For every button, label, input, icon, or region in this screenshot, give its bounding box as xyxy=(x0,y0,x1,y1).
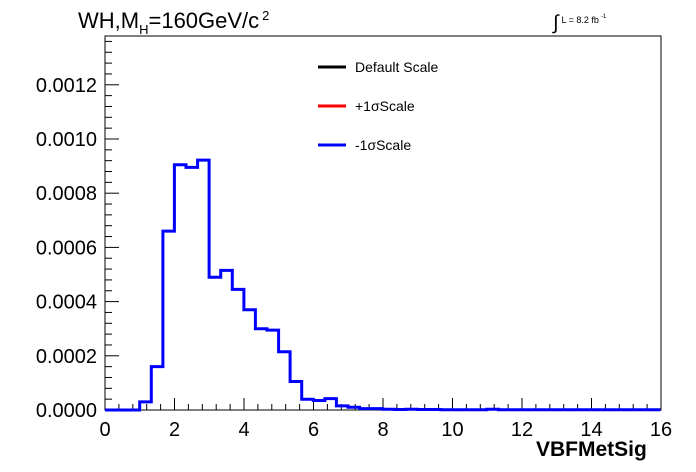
y-tick-label: 0.0002 xyxy=(36,346,97,368)
x-tick-label: 14 xyxy=(580,419,602,441)
y-tick-label: 0.0000 xyxy=(36,400,97,422)
legend-label: -1σScale xyxy=(355,137,411,153)
legend-label: Default Scale xyxy=(355,59,438,75)
y-tick-label: 0.0004 xyxy=(36,292,97,314)
luminosity-exponent: -1 xyxy=(600,14,607,20)
title-subscript: H xyxy=(139,22,149,37)
x-tick-label: 4 xyxy=(238,419,249,441)
y-tick-label: 0.0008 xyxy=(36,183,97,205)
title-superscript: 2 xyxy=(262,8,270,23)
y-tick-label: 0.0012 xyxy=(36,75,97,97)
luminosity-text: L = 8.2 fb xyxy=(561,15,599,25)
legend-label: +1σScale xyxy=(355,98,415,114)
x-tick-label: 2 xyxy=(169,419,180,441)
title-rest: =160GeV/c xyxy=(148,8,260,33)
title-prefix: WH,M xyxy=(78,8,140,33)
integral-symbol: ∫ xyxy=(553,12,559,34)
x-tick-label: 0 xyxy=(99,419,110,441)
x-tick-label: 10 xyxy=(441,419,463,441)
x-axis-label: VBFMetSig xyxy=(536,438,647,461)
luminosity-label: ∫ L = 8.2 fb -1 xyxy=(553,12,606,35)
x-tick-label: 8 xyxy=(377,419,388,441)
y-tick-label: 0.0006 xyxy=(36,237,97,259)
x-tick-label: 6 xyxy=(308,419,319,441)
plot-frame xyxy=(104,35,662,411)
x-tick-label: 12 xyxy=(511,419,533,441)
y-tick-label: 0.0010 xyxy=(36,129,97,151)
x-tick-label: 16 xyxy=(650,419,672,441)
histogram-series-line xyxy=(105,158,661,412)
plot-title: WH,MH=160GeV/c 2 xyxy=(78,8,269,37)
